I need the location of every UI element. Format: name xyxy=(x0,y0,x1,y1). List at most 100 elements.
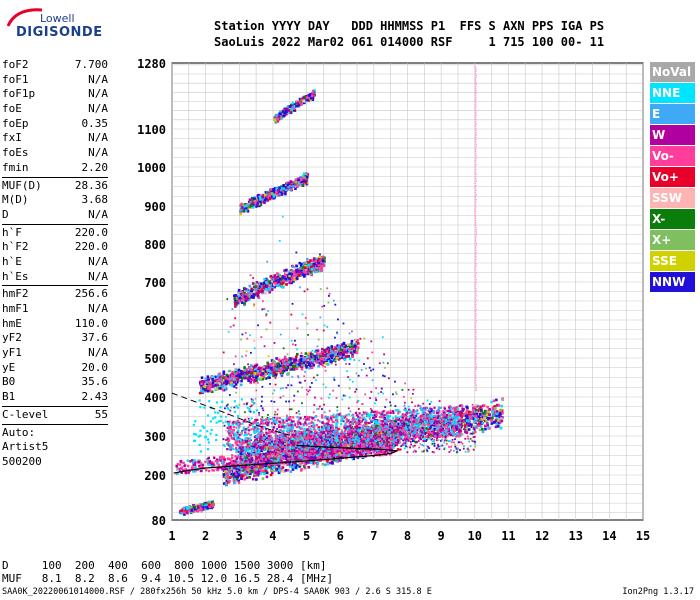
echo-point xyxy=(251,294,254,298)
echo-point xyxy=(465,419,469,422)
echo-point xyxy=(259,472,263,475)
echo-point xyxy=(309,272,312,276)
param-separator xyxy=(2,176,108,178)
echo-point xyxy=(274,468,278,471)
echo-point xyxy=(388,438,391,442)
echo-point xyxy=(284,443,287,446)
param-value: 220.0 xyxy=(74,240,108,254)
echo-point xyxy=(287,463,291,466)
echo-point xyxy=(224,380,228,383)
echo-point xyxy=(255,467,259,471)
echo-point xyxy=(475,408,478,412)
param-separator xyxy=(2,285,108,287)
echo-point xyxy=(280,190,283,194)
param-name: h`F2 xyxy=(2,240,29,254)
echo-point xyxy=(304,177,308,181)
echo-point xyxy=(317,356,321,359)
echo-point xyxy=(484,416,488,420)
echo-point xyxy=(497,413,501,416)
echo-point xyxy=(203,386,207,390)
echo-point xyxy=(401,424,405,427)
echo-point xyxy=(278,463,281,467)
echo-point xyxy=(300,461,304,465)
param-value: 55 xyxy=(94,407,108,421)
echo-point xyxy=(270,279,274,283)
echo-point xyxy=(272,371,276,374)
echo-point xyxy=(336,458,340,462)
echo-point xyxy=(209,389,213,393)
echo-point xyxy=(279,277,282,281)
echo-point xyxy=(264,437,268,441)
echo-point xyxy=(335,356,339,360)
echo-point xyxy=(324,362,328,365)
echo-point xyxy=(285,271,288,275)
echo-point xyxy=(340,346,344,350)
echo-point xyxy=(304,363,308,367)
echo-point xyxy=(327,444,331,448)
echo-point xyxy=(356,348,359,352)
echo-point xyxy=(303,466,307,470)
echo-point xyxy=(331,348,334,352)
echo-point xyxy=(288,272,292,275)
echo-point xyxy=(438,415,442,419)
echo-point xyxy=(274,469,278,473)
echo-point xyxy=(273,283,276,287)
echo-point xyxy=(237,468,241,472)
echo-point xyxy=(302,465,306,468)
echo-point xyxy=(300,445,304,449)
echo-point xyxy=(294,466,298,469)
param-name: foE xyxy=(2,102,22,116)
echo-point xyxy=(252,290,256,294)
echo-point xyxy=(315,266,318,269)
echo-point xyxy=(281,359,285,363)
echo-point xyxy=(244,374,248,378)
echo-point xyxy=(245,476,249,480)
echo-point xyxy=(240,372,244,375)
echo-point xyxy=(356,339,360,342)
echo-point xyxy=(284,455,288,458)
echo-point xyxy=(259,287,263,290)
echo-point xyxy=(370,420,373,423)
echo-point xyxy=(272,359,276,363)
echo-point xyxy=(500,404,504,408)
echo-point xyxy=(483,417,486,420)
echo-point xyxy=(280,285,284,289)
echo-point xyxy=(254,469,257,472)
echo-point xyxy=(243,302,246,305)
echo-point xyxy=(286,468,290,472)
echo-point xyxy=(234,294,238,297)
echo-point xyxy=(314,350,317,354)
param-name: hmE xyxy=(2,316,22,330)
echo-point xyxy=(325,456,329,459)
echo-point xyxy=(344,350,347,354)
echo-point xyxy=(234,466,238,469)
echo-point xyxy=(394,438,397,441)
echo-point xyxy=(339,436,342,439)
echo-point xyxy=(474,420,478,424)
echo-point xyxy=(284,277,288,281)
echo-point xyxy=(243,295,247,299)
echo-point xyxy=(267,460,271,464)
echo-point xyxy=(263,472,266,476)
echo-point xyxy=(262,375,266,378)
echo-point xyxy=(296,352,299,356)
param-name: h`Es xyxy=(2,269,29,283)
echo-point xyxy=(262,376,266,380)
echo-point xyxy=(318,433,322,437)
param-value: N/A xyxy=(88,346,108,360)
echo-point xyxy=(313,461,317,465)
echo-point xyxy=(254,282,258,286)
echo-point xyxy=(280,193,284,196)
echo-point xyxy=(334,352,338,356)
echo-point xyxy=(467,422,471,426)
echo-point xyxy=(454,412,457,416)
echo-point xyxy=(366,433,369,436)
echo-point xyxy=(299,265,303,268)
echo-point xyxy=(205,382,209,386)
echo-point xyxy=(298,261,302,265)
echo-point xyxy=(485,419,488,423)
echo-point xyxy=(310,267,314,271)
echo-point xyxy=(460,432,464,436)
echo-point xyxy=(252,445,255,449)
param-value: 220.0 xyxy=(74,225,108,239)
